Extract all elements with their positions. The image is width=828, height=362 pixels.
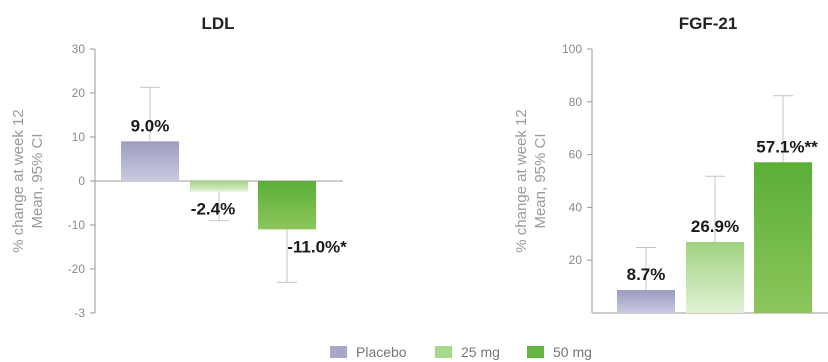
y-tick-label: -3 bbox=[74, 306, 85, 320]
y-tick-label: 80 bbox=[569, 95, 583, 109]
bar-50-mg bbox=[258, 181, 316, 230]
y-tick-label: -10 bbox=[68, 218, 86, 232]
y-tick-label: 100 bbox=[562, 42, 582, 56]
y-tick-label: 20 bbox=[72, 86, 86, 100]
data-label: -2.4% bbox=[191, 200, 235, 219]
y-tick-label: 10 bbox=[72, 130, 86, 144]
bar-placebo bbox=[617, 290, 675, 313]
legend-label-2: 50 mg bbox=[553, 344, 592, 360]
data-label: 8.7% bbox=[627, 265, 666, 284]
chart-panel-0: LDL % change at week 12 Mean, 95% CI 30 20 10… bbox=[10, 14, 347, 320]
y-tick-label: 30 bbox=[72, 42, 86, 56]
legend-swatch-2 bbox=[527, 346, 544, 358]
legend-swatch-1 bbox=[435, 346, 452, 358]
data-label: 57.1%** bbox=[756, 137, 818, 156]
legend-swatch-0 bbox=[330, 346, 347, 358]
y-axis-label: Mean, 95% CI bbox=[532, 133, 549, 228]
y-tick-label: 40 bbox=[569, 200, 583, 214]
bar-50-mg bbox=[754, 162, 812, 313]
legend-label-1: 25 mg bbox=[461, 344, 500, 360]
legend-label-0: Placebo bbox=[356, 344, 407, 360]
chart-title: FGF-21 bbox=[679, 14, 738, 33]
legend: Placebo 25 mg 50 mg bbox=[330, 344, 592, 360]
y-axis-label: Mean, 95% CI bbox=[29, 133, 46, 228]
data-label: -11.0%* bbox=[287, 237, 347, 256]
bar-placebo bbox=[121, 141, 179, 181]
y-axis-label: % change at week 12 bbox=[513, 109, 530, 252]
data-label: 26.9% bbox=[691, 217, 739, 236]
data-label: 9.0% bbox=[131, 116, 170, 135]
bar-25-mg bbox=[190, 181, 248, 192]
y-tick-label: 20 bbox=[569, 253, 583, 267]
y-tick-label: 60 bbox=[569, 148, 583, 162]
y-axis-label: % change at week 12 bbox=[10, 109, 27, 252]
y-tick-label: 0 bbox=[78, 174, 85, 188]
chart-title: LDL bbox=[201, 14, 234, 33]
bar-25-mg bbox=[686, 241, 744, 313]
chart-panel-1: FGF-21 % change at week 12 Mean, 95% CI 100… bbox=[513, 14, 828, 314]
y-tick-label: -20 bbox=[68, 262, 86, 276]
